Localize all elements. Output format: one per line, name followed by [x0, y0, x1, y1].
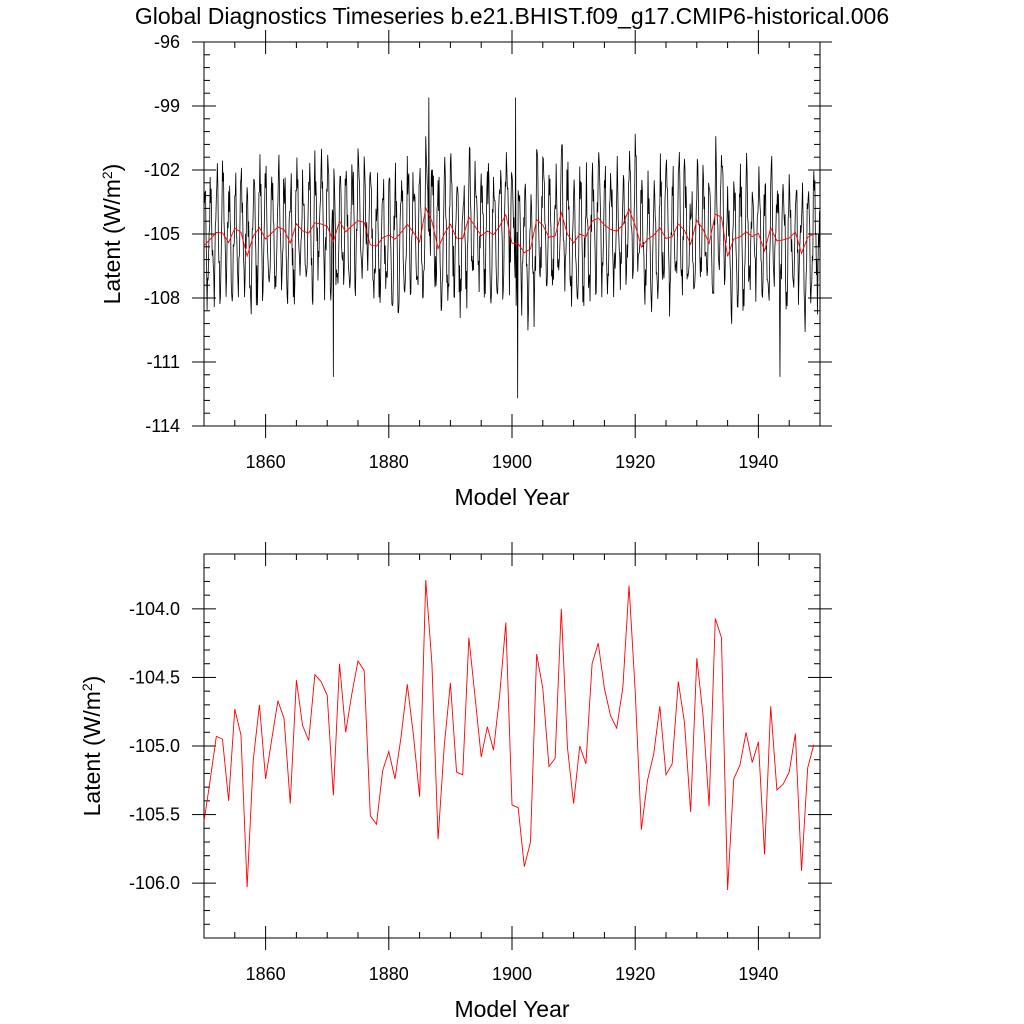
bottom-ticks: [192, 542, 832, 950]
top-y-tick-label: -111: [147, 352, 180, 372]
top-y-tick-label: -108: [144, 288, 180, 308]
bottom-x-tick-label: 1920: [615, 964, 655, 984]
bottom-y-tick-label: -106.0: [129, 873, 180, 893]
bottom-x-tick-label: 1940: [738, 964, 778, 984]
bottom-x-axis-label: Model Year: [454, 996, 569, 1022]
bottom-y-tick-label: -105.0: [129, 736, 180, 756]
bottom-y-axis-label: Latent (W/m2): [79, 676, 105, 817]
top-y-axis-label: Latent (W/m2): [99, 164, 125, 305]
annual-mean-series-line: [203, 580, 815, 891]
bottom-x-tick-label: 1900: [492, 964, 532, 984]
top-plot-frame: [203, 41, 821, 427]
bottom-y-tick-labels: -104.0 -104.5 -105.0 -105.5 -106.0: [129, 599, 180, 893]
top-y-tick-label: -102: [144, 160, 180, 180]
bottom-y-tick-label: -105.5: [129, 805, 180, 825]
figure-title: Global Diagnostics Timeseries b.e21.BHIS…: [135, 3, 889, 29]
bottom-x-tick-label: 1860: [246, 964, 286, 984]
top-x-tick-label: 1940: [738, 452, 778, 472]
top-y-tick-labels: -96 -99 -102 -105 -108 -111 -114: [144, 32, 180, 436]
bottom-panel: -104.0-104.5-105.0-105.5-106.0 1860 1880 1…: [79, 542, 832, 1022]
bottom-y-tick-label: -104.5: [129, 667, 180, 687]
top-x-axis-label: Model Year: [454, 484, 569, 510]
top-panel: -96-99-102-105-108-111-114 1860 1880 1900 1…: [99, 30, 832, 510]
top-series-group: [203, 97, 820, 399]
bottom-x-tick-label: 1880: [369, 964, 409, 984]
top-x-tick-label: 1920: [615, 452, 655, 472]
top-ticks: [192, 30, 832, 438]
bottom-y-tick-label: -104.0: [129, 599, 180, 619]
top-y-tick-label: -99: [154, 96, 180, 116]
top-y-tick-label: -96: [154, 32, 180, 52]
annual-mean-series-line: [203, 206, 815, 258]
bottom-series-group: [203, 580, 815, 891]
top-x-tick-label: 1880: [369, 452, 409, 472]
top-y-tick-label: -114: [145, 416, 180, 436]
top-x-tick-label: 1860: [246, 452, 286, 472]
monthly-series-line: [203, 97, 820, 399]
bottom-x-tick-labels: 1860 1880 1900 1920 1940: [246, 964, 779, 984]
top-x-tick-labels: 1860 1880 1900 1920 1940: [246, 452, 779, 472]
top-x-tick-label: 1900: [492, 452, 532, 472]
top-y-tick-label: -105: [144, 224, 180, 244]
